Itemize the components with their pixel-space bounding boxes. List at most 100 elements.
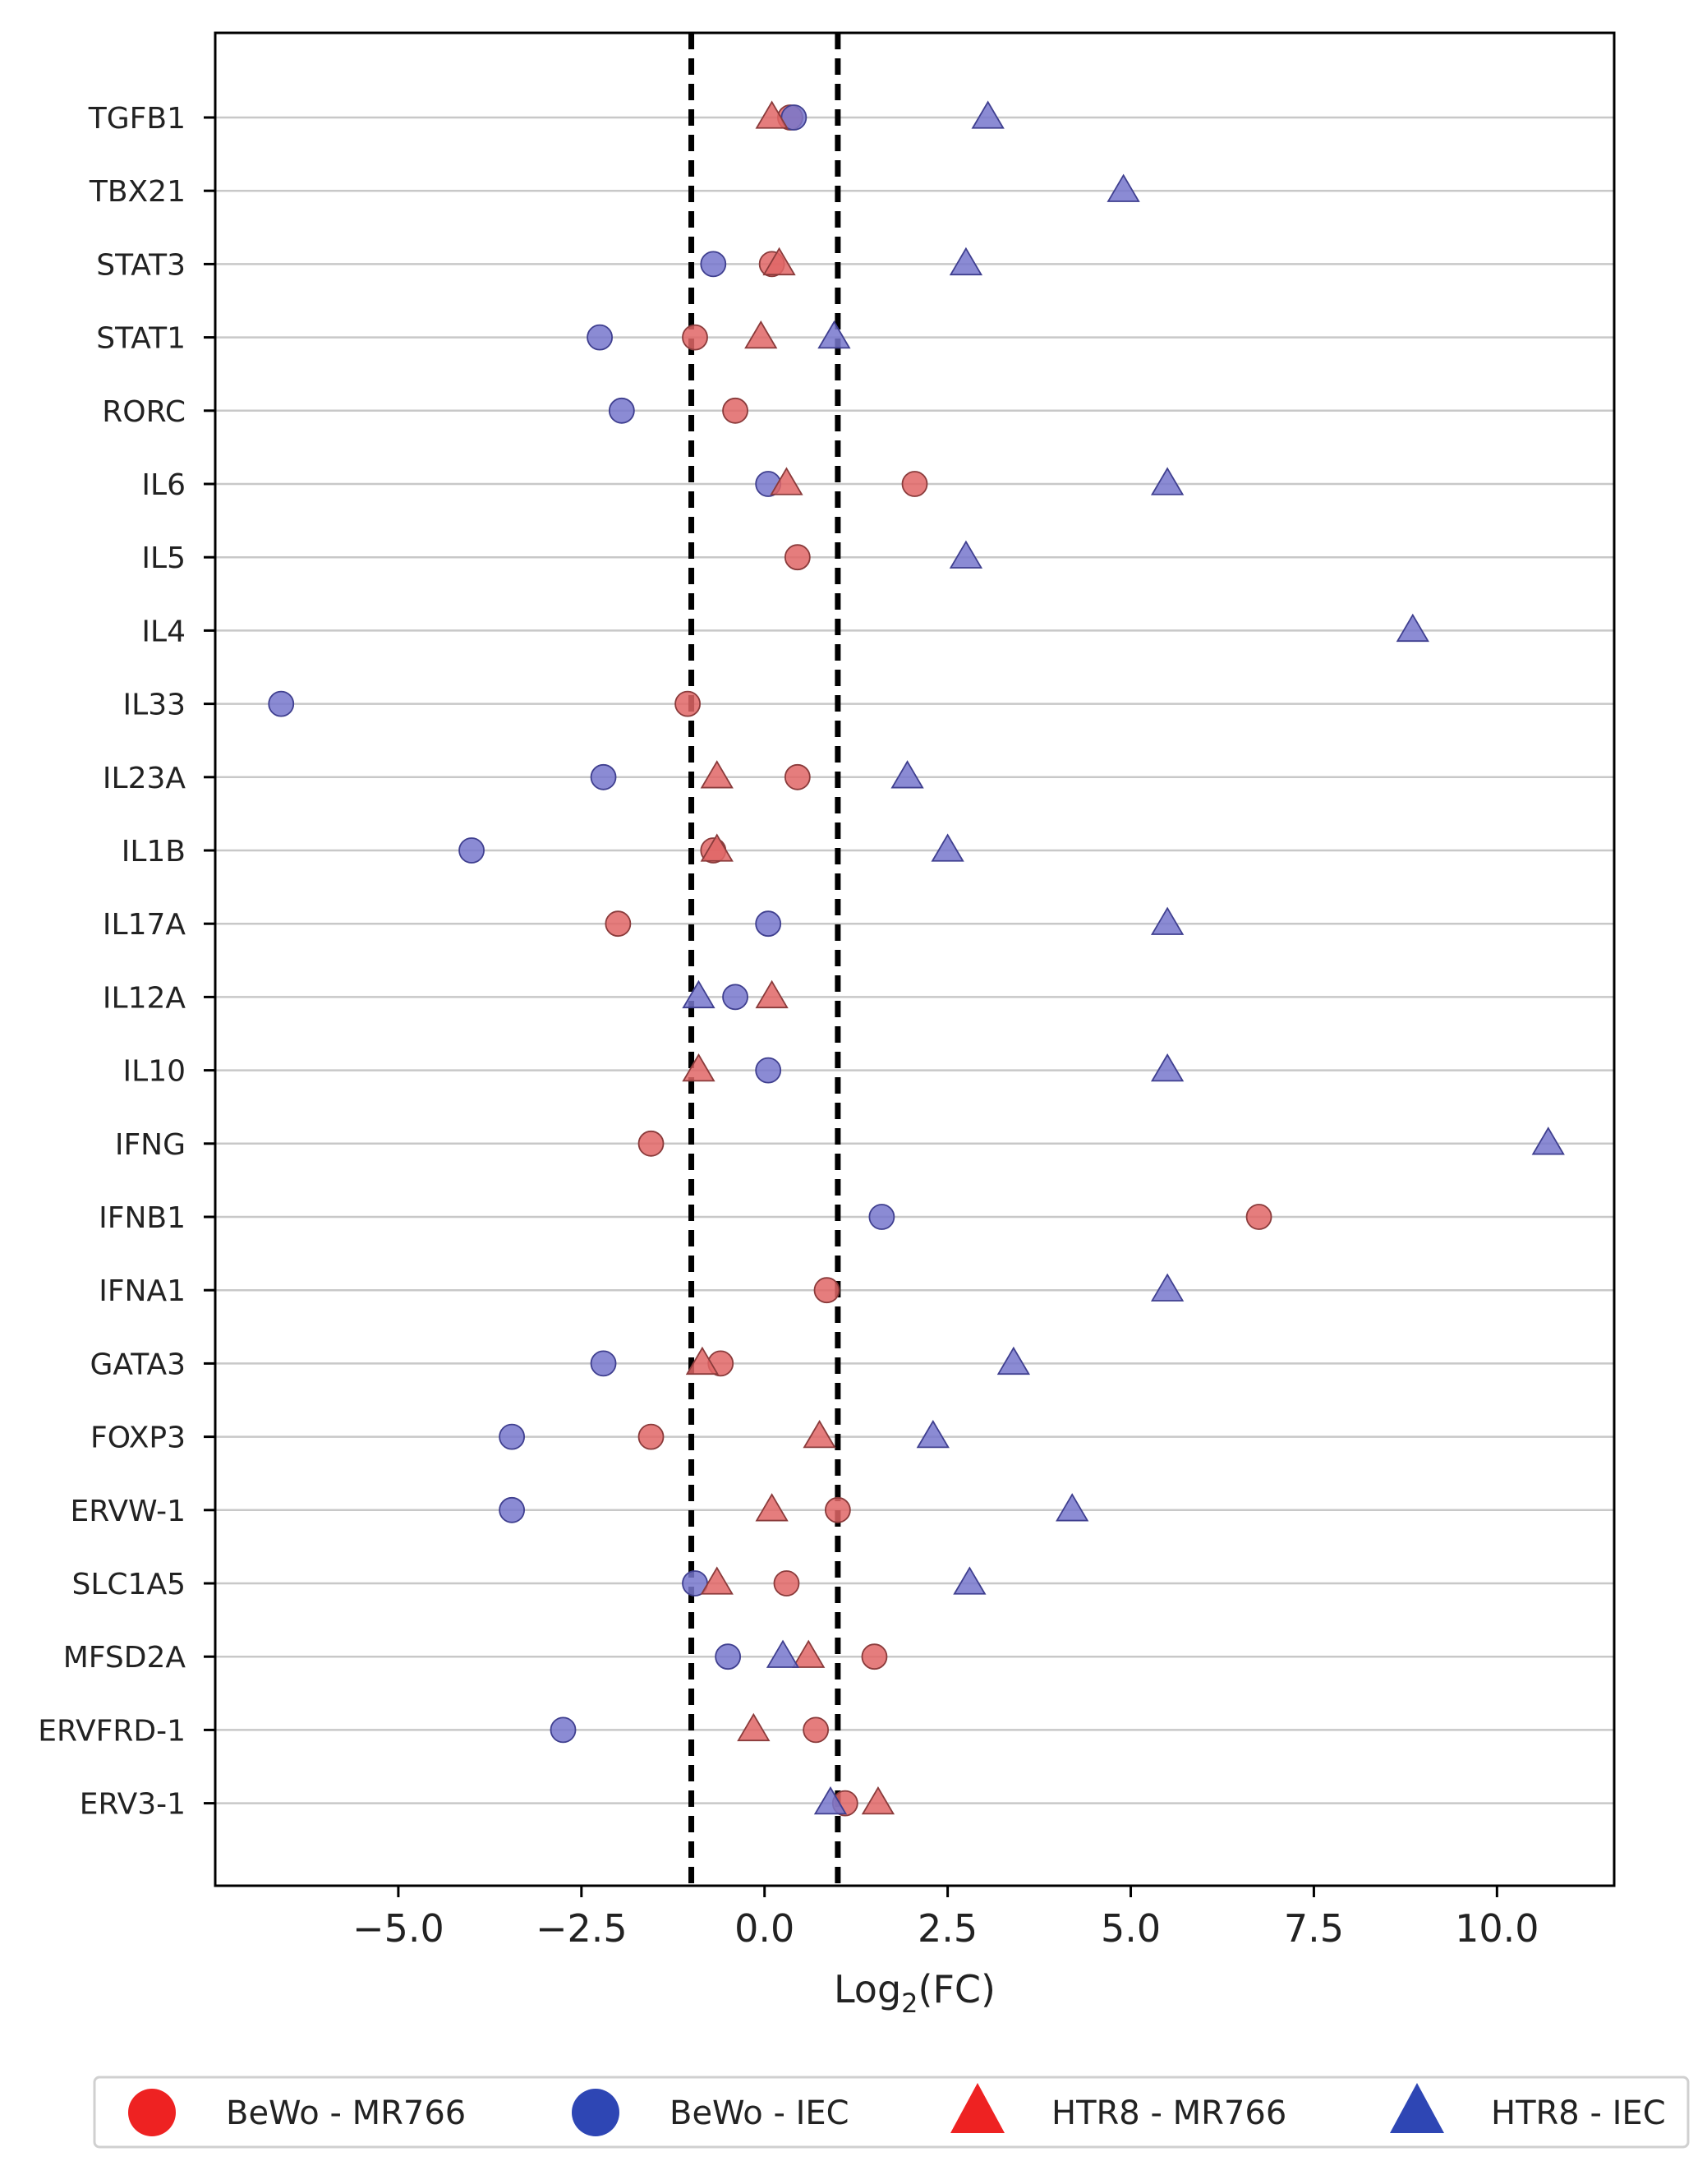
data-point: [608, 397, 635, 424]
y-tick-label: IL33: [123, 689, 186, 722]
y-tick-label: IL4: [141, 615, 186, 648]
y-tick-label: TBX21: [89, 175, 186, 209]
data-point: [949, 247, 983, 276]
data-point: [971, 100, 1005, 129]
data-point: [1150, 1053, 1185, 1082]
legend-label: HTR8 - IEC: [1491, 2094, 1666, 2132]
data-point: [784, 544, 811, 571]
data-point: [770, 467, 803, 495]
data-point: [550, 1716, 577, 1744]
plot-frame: [214, 31, 1616, 1887]
data-point: [685, 1346, 720, 1375]
legend: BeWo - MR766 BeWo - IEC HTR8 - MR766 HTR8 -…: [93, 2076, 1690, 2149]
legend-marker: [950, 2083, 1005, 2133]
data-point: [755, 100, 789, 129]
data-point: [755, 910, 782, 938]
data-point: [674, 690, 701, 717]
data-point: [817, 320, 851, 349]
y-tick-label: IL1B: [122, 835, 186, 869]
data-point: [499, 1423, 526, 1450]
data-point: [901, 471, 928, 497]
data-point: [792, 1639, 826, 1668]
x-tick-label: 2.5: [918, 1906, 978, 1951]
x-tick-label: −5.0: [352, 1906, 444, 1951]
y-tick-label: IL12A: [103, 981, 186, 1015]
y-tick-label: RORC: [102, 395, 186, 429]
y-tick-label: IFNB1: [99, 1201, 186, 1235]
data-point: [1056, 1493, 1089, 1522]
data-point: [868, 1204, 895, 1230]
grid-lines: [215, 116, 1614, 1804]
data-point: [682, 1053, 715, 1082]
legend-label: BeWo - IEC: [669, 2094, 849, 2132]
x-axis-label-sub: 2: [901, 1988, 918, 2019]
legend-item: HTR8 - MR766: [950, 2083, 1286, 2133]
legend-label: BeWo - MR766: [226, 2094, 466, 2132]
y-tick-label: IFNG: [115, 1128, 186, 1162]
x-tick-label: −2.5: [536, 1906, 628, 1951]
legend-item: BeWo - IEC: [572, 2089, 849, 2136]
data-point: [784, 763, 811, 790]
data-point: [803, 1716, 830, 1744]
data-point: [861, 1643, 888, 1670]
y-tick-label: FOXP3: [90, 1421, 186, 1455]
data-point: [1245, 1204, 1272, 1230]
y-axis: TGFB1 TBX21 STAT3 STAT1 RORC IL6 IL5 IL4 IL33 IL2…: [38, 102, 215, 1822]
data-point: [1531, 1127, 1565, 1155]
data-point: [715, 1643, 742, 1670]
data-point: [890, 760, 924, 789]
x-axis: −5.0 −2.5 0.0 2.5 5.0 7.5 10.0: [352, 1886, 1539, 1951]
data-point: [996, 1346, 1031, 1375]
y-tick-label: IL17A: [103, 908, 186, 942]
data-point: [700, 833, 734, 862]
data-point: [773, 1570, 800, 1597]
data-point: [916, 1419, 950, 1449]
y-tick-label: IFNA1: [99, 1274, 186, 1308]
data-point: [803, 1419, 836, 1449]
data-point: [682, 324, 708, 351]
data-point: [590, 763, 617, 790]
data-point: [813, 1785, 848, 1815]
data-point: [861, 1785, 895, 1815]
y-tick-label: ERV3-1: [80, 1788, 186, 1822]
data-point: [953, 1566, 987, 1595]
data-point: [682, 979, 715, 1009]
data-point: [637, 1423, 665, 1450]
data-point: [587, 324, 614, 351]
y-tick-label: ERVW-1: [71, 1495, 186, 1528]
x-axis-label-main: Log: [834, 1967, 901, 2011]
legend-box: [93, 2076, 1690, 2149]
data-point: [744, 320, 778, 349]
data-point: [1150, 1273, 1185, 1302]
data-point: [590, 1350, 617, 1377]
y-tick-label: SLC1A5: [72, 1568, 186, 1601]
data-point: [813, 1277, 840, 1304]
data-point: [737, 1712, 771, 1742]
data-point: [722, 984, 748, 1011]
x-tick-label: 10.0: [1455, 1906, 1539, 1951]
y-tick-label: ERVFRD-1: [38, 1714, 186, 1748]
data-point: [1107, 173, 1140, 202]
legend-marker: [572, 2089, 619, 2136]
data-point: [637, 1130, 665, 1157]
data-point: [755, 1057, 782, 1084]
data-point: [722, 397, 748, 424]
x-axis-label: Log2(FC): [834, 1967, 996, 2019]
y-tick-label: IL5: [141, 541, 186, 575]
data-point: [824, 1496, 851, 1523]
y-tick-label: MFSD2A: [63, 1641, 186, 1675]
legend-item: BeWo - MR766: [128, 2089, 466, 2136]
data-point: [755, 979, 789, 1009]
data-point: [268, 690, 295, 717]
data-point: [949, 540, 983, 569]
data-point: [762, 247, 796, 276]
y-tick-label: STAT1: [96, 322, 186, 356]
data-point: [1150, 906, 1185, 935]
threshold-lines: [688, 33, 841, 1886]
data-point: [931, 833, 964, 862]
data-point: [605, 910, 632, 938]
x-tick-label: 0.0: [734, 1906, 794, 1951]
legend-marker: [1390, 2083, 1444, 2133]
data-point: [700, 251, 727, 278]
data-point: [755, 1493, 789, 1522]
